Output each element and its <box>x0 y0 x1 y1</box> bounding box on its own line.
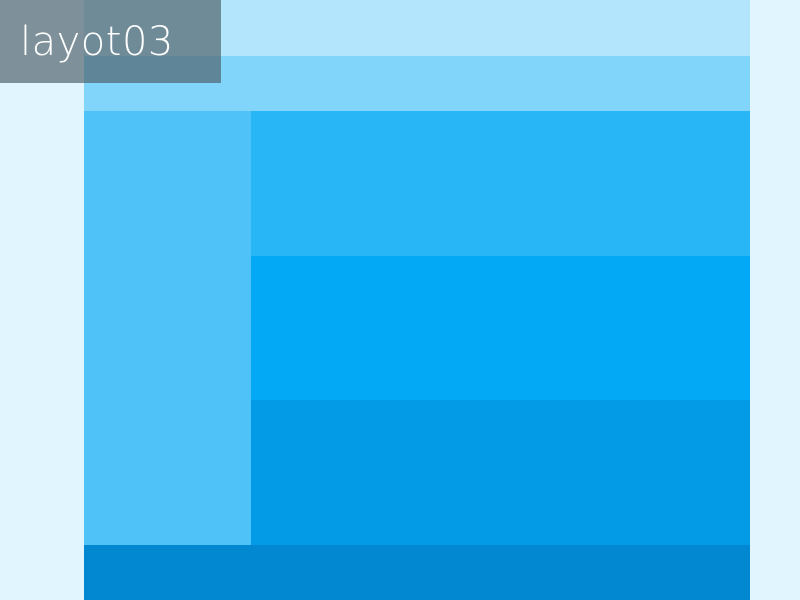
footer-block <box>84 545 750 600</box>
content-panel-2 <box>251 256 750 400</box>
layout-label: layot03 <box>0 0 221 83</box>
content-panel-1 <box>251 111 750 256</box>
sidebar-block <box>84 111 251 545</box>
content-panel-3 <box>251 400 750 545</box>
layout-frame <box>84 0 750 600</box>
